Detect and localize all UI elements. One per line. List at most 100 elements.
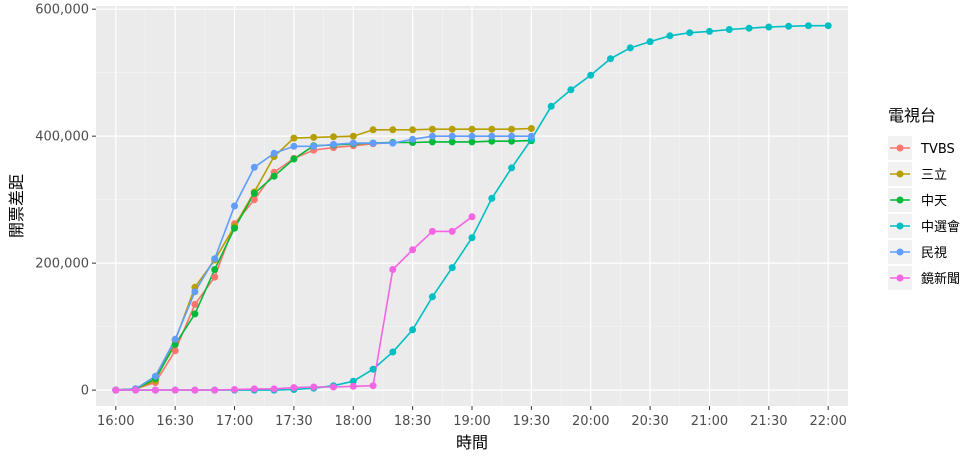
data-point: [666, 32, 674, 40]
data-point: [448, 132, 456, 140]
legend-label: 三立: [921, 168, 947, 183]
data-point: [369, 139, 377, 147]
legend-label: 中選會: [921, 220, 960, 235]
legend-label: 中天: [921, 194, 947, 209]
x-axis-title: 時間: [456, 433, 488, 452]
data-point: [428, 132, 436, 140]
data-point: [389, 348, 397, 356]
legend-key-point: [896, 144, 904, 152]
data-point: [428, 293, 436, 301]
data-point: [250, 385, 258, 393]
data-point: [448, 138, 456, 146]
x-tick-label: 17:30: [275, 414, 312, 429]
data-point: [587, 71, 595, 79]
data-point: [310, 133, 318, 141]
legend-key-point: [896, 248, 904, 256]
data-point: [191, 310, 199, 318]
data-point: [607, 55, 614, 63]
data-point: [468, 213, 476, 221]
data-point: [488, 194, 496, 202]
x-tick-label: 19:00: [453, 414, 490, 429]
data-point: [804, 22, 812, 30]
data-point: [290, 142, 298, 150]
data-point: [409, 126, 417, 134]
data-point: [349, 132, 357, 140]
data-point: [626, 44, 634, 52]
data-point: [409, 135, 417, 143]
data-point: [547, 102, 555, 110]
data-point: [369, 382, 377, 390]
data-point: [646, 38, 654, 46]
x-tick-label: 18:30: [394, 414, 431, 429]
data-point: [330, 133, 337, 141]
y-axis: 0 200,000 400,000 600,000: [35, 3, 96, 399]
x-tick-label: 19:30: [513, 414, 550, 429]
x-axis: 16:00 16:30 17:00 17:30 18:00 18:30 19:00 19:30…: [97, 406, 847, 429]
data-point: [349, 377, 357, 385]
data-point: [211, 255, 219, 263]
data-point: [409, 326, 417, 334]
data-point: [270, 385, 278, 393]
data-point: [785, 22, 793, 30]
x-tick-label: 21:30: [750, 414, 787, 429]
data-point: [488, 125, 496, 133]
data-point: [686, 29, 694, 37]
data-point: [250, 163, 258, 171]
data-point: [468, 125, 476, 133]
series-points: [112, 22, 832, 394]
data-point: [448, 264, 456, 272]
data-point: [151, 372, 159, 380]
y-tick-label: 600,000: [35, 3, 89, 18]
data-point: [488, 137, 496, 145]
data-point: [290, 384, 298, 392]
data-point: [428, 125, 436, 133]
data-point: [369, 365, 377, 373]
data-point: [508, 164, 516, 172]
data-point: [567, 86, 575, 94]
data-point: [508, 137, 516, 145]
x-tick-label: 16:00: [97, 414, 134, 429]
x-tick-label: 20:30: [631, 414, 668, 429]
legend-label: 民視: [921, 246, 947, 261]
x-tick-label: 22:00: [809, 414, 846, 429]
data-point: [508, 132, 516, 140]
data-point: [211, 266, 219, 273]
data-point: [448, 125, 456, 133]
data-point: [508, 125, 516, 133]
x-tick-label: 16:30: [156, 414, 193, 429]
x-tick-label: 17:00: [216, 414, 253, 429]
data-point: [369, 126, 377, 134]
data-point: [270, 172, 278, 180]
data-point: [171, 347, 179, 355]
data-point: [231, 224, 238, 232]
data-point: [824, 22, 832, 30]
data-point: [171, 340, 179, 348]
data-point: [330, 140, 337, 148]
data-point: [745, 24, 753, 32]
series-line: [115, 135, 532, 391]
data-point: [211, 273, 219, 281]
data-point: [171, 386, 179, 394]
data-point: [290, 134, 298, 142]
y-tick-label: 200,000: [35, 257, 89, 272]
legend-key-point: [896, 222, 904, 230]
data-point: [211, 386, 219, 394]
data-point: [231, 202, 238, 210]
data-point: [468, 132, 476, 140]
y-tick-label: 400,000: [35, 130, 89, 145]
data-point: [468, 234, 476, 242]
legend-label: TVBS: [920, 142, 955, 157]
data-point: [725, 26, 733, 33]
data-point: [191, 386, 199, 394]
legend-key-point: [896, 170, 904, 178]
data-point: [349, 382, 357, 390]
data-point: [527, 125, 535, 132]
data-point: [706, 27, 713, 35]
data-point: [231, 386, 238, 393]
data-point: [250, 196, 258, 204]
y-tick-label: 0: [81, 384, 89, 399]
legend-key-point: [896, 274, 904, 282]
x-tick-label: 21:00: [691, 414, 728, 429]
